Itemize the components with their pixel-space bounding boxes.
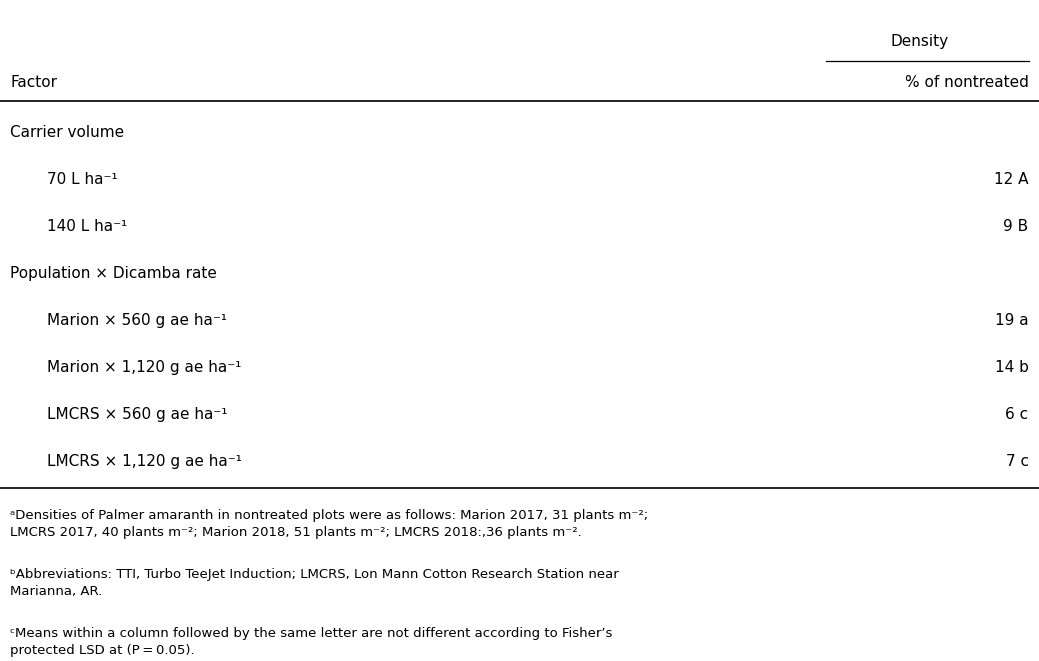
Text: 7 c: 7 c: [1006, 453, 1029, 469]
Text: % of nontreated: % of nontreated: [905, 75, 1029, 90]
Text: 6 c: 6 c: [1006, 407, 1029, 422]
Text: 70 L ha⁻¹: 70 L ha⁻¹: [47, 172, 117, 186]
Text: Population × Dicamba rate: Population × Dicamba rate: [10, 266, 217, 281]
Text: 19 a: 19 a: [995, 313, 1029, 328]
Text: Marion × 560 g ae ha⁻¹: Marion × 560 g ae ha⁻¹: [47, 313, 227, 328]
Text: Factor: Factor: [10, 75, 57, 90]
Text: Density: Density: [890, 34, 949, 50]
Text: LMCRS × 1,120 g ae ha⁻¹: LMCRS × 1,120 g ae ha⁻¹: [47, 453, 242, 469]
Text: Carrier volume: Carrier volume: [10, 124, 125, 139]
Text: ᵇAbbreviations: TTI, Turbo TeeJet Induction; LMCRS, Lon Mann Cotton Research Sta: ᵇAbbreviations: TTI, Turbo TeeJet Induct…: [10, 568, 619, 598]
Text: LMCRS × 560 g ae ha⁻¹: LMCRS × 560 g ae ha⁻¹: [47, 407, 228, 422]
Text: Marion × 1,120 g ae ha⁻¹: Marion × 1,120 g ae ha⁻¹: [47, 360, 241, 375]
Text: 9 B: 9 B: [1004, 219, 1029, 233]
Text: 140 L ha⁻¹: 140 L ha⁻¹: [47, 219, 127, 233]
Text: 12 A: 12 A: [994, 172, 1029, 186]
Text: ᵃDensities of Palmer amaranth in nontreated plots were as follows: Marion 2017, : ᵃDensities of Palmer amaranth in nontrea…: [10, 509, 648, 539]
Text: ᶜMeans within a column followed by the same letter are not different according t: ᶜMeans within a column followed by the s…: [10, 627, 613, 658]
Text: 14 b: 14 b: [994, 360, 1029, 375]
